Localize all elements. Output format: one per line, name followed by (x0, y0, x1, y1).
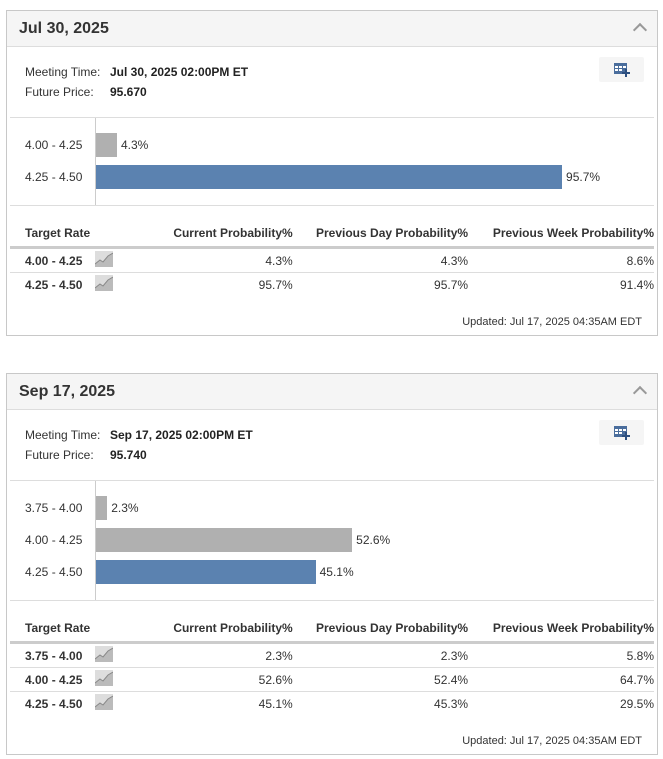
bar-row: 3.75 - 4.00 2.3% (10, 496, 654, 520)
chevron-up-icon[interactable] (632, 385, 648, 401)
panel-header[interactable]: Sep 17, 2025 (7, 374, 657, 410)
table-row: 4.25 - 4.50 95.7% 95.7% 91.4% (10, 273, 654, 297)
calendar-add-icon (614, 63, 630, 77)
column-header: Target Rate (10, 220, 155, 249)
bar-label: 4.25 - 4.50 (25, 565, 83, 579)
trend-chart-icon[interactable] (94, 251, 114, 270)
previous-day-probability: 45.3% (434, 696, 469, 711)
trend-chart-icon[interactable] (94, 670, 114, 689)
bar (96, 133, 117, 157)
bar-label: 3.75 - 4.00 (25, 501, 83, 515)
meeting-time-value: Sep 17, 2025 02:00PM ET (110, 428, 253, 442)
trend-chart-icon[interactable] (94, 646, 114, 665)
chart-axis (95, 118, 96, 205)
bar-row: 4.25 - 4.50 95.7% (10, 165, 654, 189)
table-row: 4.25 - 4.50 45.1% 45.3% 29.5% (10, 692, 654, 716)
target-rate: 4.00 - 4.25 (10, 247, 95, 273)
bar (96, 560, 316, 584)
bar-value-label: 4.3% (120, 138, 149, 152)
meeting-time-label: Meeting Time: (25, 428, 101, 442)
meeting-panel: Jul 30, 2025 Meeting Time: Jul 30, 2025 0… (6, 10, 658, 336)
bar-row: 4.00 - 4.25 4.3% (10, 133, 654, 157)
previous-week-probability: 64.7% (468, 667, 654, 692)
column-header: Previous Day Probability% (292, 615, 469, 644)
current-probability: 45.1% (258, 696, 293, 711)
meeting-time-label: Meeting Time: (25, 65, 101, 79)
bar-row: 4.25 - 4.50 45.1% (10, 560, 654, 584)
bar (96, 165, 563, 189)
bar-label: 4.00 - 4.25 (25, 138, 83, 152)
add-to-calendar-button[interactable] (599, 420, 644, 445)
bar (96, 496, 108, 520)
previous-day-probability: 2.3% (292, 642, 469, 668)
column-header: Previous Week Probability% (468, 220, 654, 249)
calendar-add-icon (614, 426, 630, 440)
bar-value-label: 45.1% (319, 565, 354, 579)
probability-table: Target Rate Current Probability% Previou… (10, 615, 654, 715)
table-row: 3.75 - 4.00 2.3% 2.3% 5.8% (10, 642, 654, 668)
future-price-value: 95.670 (110, 85, 147, 99)
bar-value-label: 2.3% (111, 501, 139, 515)
updated-timestamp: Updated: Jul 17, 2025 04:35AM EDT (462, 735, 642, 747)
meeting-date-title: Sep 17, 2025 (19, 383, 116, 400)
bar-row: 4.00 - 4.25 52.6% (10, 528, 654, 552)
table-header: Target Rate Current Probability% Previou… (10, 615, 654, 644)
future-price-label: Future Price: (25, 85, 94, 99)
meeting-time-value: Jul 30, 2025 02:00PM ET (110, 65, 249, 79)
bar (96, 528, 353, 552)
previous-week-probability: 5.8% (468, 642, 654, 668)
meeting-info: Meeting Time: Sep 17, 2025 02:00PM ET Fut… (10, 410, 654, 481)
add-to-calendar-button[interactable] (599, 57, 644, 82)
column-header: Target Rate (10, 615, 155, 644)
column-header: Current Probability% (155, 615, 293, 644)
panel-header[interactable]: Jul 30, 2025 (7, 11, 657, 47)
meeting-info: Meeting Time: Jul 30, 2025 02:00PM ET Fut… (10, 47, 654, 118)
target-rate: 4.25 - 4.50 (25, 696, 83, 711)
updated-timestamp: Updated: Jul 17, 2025 04:35AM EDT (462, 316, 642, 328)
bar-label: 4.25 - 4.50 (25, 170, 83, 184)
previous-week-probability: 29.5% (619, 696, 654, 711)
previous-day-probability: 4.3% (292, 247, 469, 273)
previous-day-probability: 95.7% (434, 277, 469, 292)
current-probability: 2.3% (155, 642, 293, 668)
table-row: 4.00 - 4.25 52.6% 52.4% 64.7% (10, 667, 654, 692)
current-probability: 4.3% (155, 247, 293, 273)
probability-bar-chart: 3.75 - 4.00 2.3% 4.00 - 4.25 52.6% 4.25 … (10, 481, 654, 601)
meeting-panel: Sep 17, 2025 Meeting Time: Sep 17, 2025 0… (6, 373, 658, 755)
probability-bar-chart: 4.00 - 4.25 4.3% 4.25 - 4.50 95.7% (10, 118, 654, 206)
previous-week-probability: 8.6% (468, 247, 654, 273)
meeting-date-title: Jul 30, 2025 (19, 20, 109, 37)
current-probability: 95.7% (258, 277, 293, 292)
bar-value-label: 95.7% (566, 170, 601, 184)
table-row: 4.00 - 4.25 4.3% 4.3% 8.6% (10, 247, 654, 273)
column-header: Current Probability% (155, 220, 293, 249)
current-probability: 52.6% (155, 667, 293, 692)
trend-chart-icon[interactable] (94, 694, 114, 713)
future-price-value: 95.740 (110, 448, 147, 462)
column-header: Previous Week Probability% (468, 615, 654, 644)
chevron-up-icon[interactable] (632, 22, 648, 38)
target-rate: 3.75 - 4.00 (10, 642, 95, 668)
chart-axis (95, 481, 96, 600)
future-price-label: Future Price: (25, 448, 94, 462)
target-rate: 4.25 - 4.50 (25, 277, 83, 292)
bar-label: 4.00 - 4.25 (25, 533, 83, 547)
previous-week-probability: 91.4% (619, 277, 654, 292)
probability-table: Target Rate Current Probability% Previou… (10, 220, 654, 296)
bar-value-label: 52.6% (356, 533, 391, 547)
previous-day-probability: 52.4% (292, 667, 469, 692)
target-rate: 4.00 - 4.25 (10, 667, 95, 692)
table-header: Target Rate Current Probability% Previou… (10, 220, 654, 249)
column-header: Previous Day Probability% (292, 220, 469, 249)
trend-chart-icon[interactable] (94, 275, 114, 294)
